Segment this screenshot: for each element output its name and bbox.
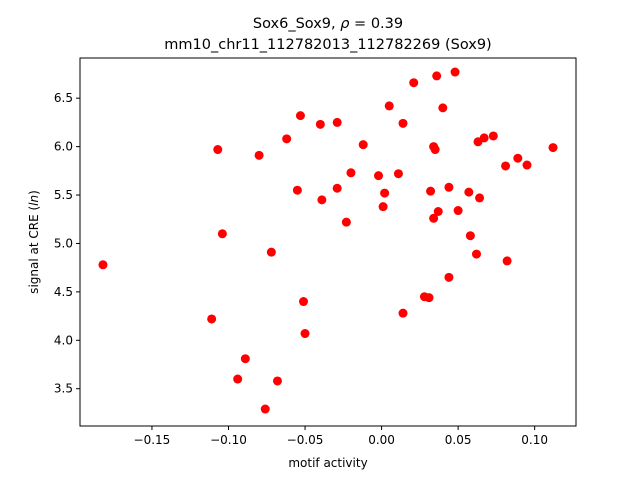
data-point bbox=[341, 217, 351, 227]
data-point bbox=[433, 206, 443, 216]
x-tick-label: −0.05 bbox=[287, 433, 324, 447]
data-point bbox=[213, 145, 223, 155]
data-point bbox=[299, 297, 309, 307]
data-point bbox=[444, 182, 454, 192]
y-tick-label: 6.0 bbox=[54, 140, 73, 154]
data-point bbox=[207, 314, 217, 324]
x-tick-label: 0.10 bbox=[521, 433, 548, 447]
data-point bbox=[429, 213, 439, 223]
data-point bbox=[332, 117, 342, 127]
data-point bbox=[266, 247, 276, 257]
x-axis-label: motif activity bbox=[288, 456, 367, 470]
data-point bbox=[475, 193, 485, 203]
y-tick-label: 6.5 bbox=[54, 91, 73, 105]
data-point bbox=[464, 187, 474, 197]
data-point bbox=[424, 293, 434, 303]
data-point bbox=[453, 206, 463, 216]
y-tick-label: 4.5 bbox=[54, 285, 73, 299]
data-point bbox=[98, 260, 108, 270]
data-point bbox=[217, 229, 227, 239]
data-point bbox=[522, 160, 532, 170]
data-point bbox=[398, 308, 408, 318]
data-point bbox=[502, 256, 512, 266]
y-tick-label: 4.0 bbox=[54, 333, 73, 347]
y-tick-label: 5.5 bbox=[54, 188, 73, 202]
data-points bbox=[98, 67, 558, 414]
y-axis-label: signal at CRE (ln) bbox=[27, 190, 41, 294]
y-tick-label: 5.0 bbox=[54, 236, 73, 250]
data-point bbox=[430, 145, 440, 155]
data-point bbox=[548, 143, 558, 153]
y-tick-label: 3.5 bbox=[54, 382, 73, 396]
x-tick-label: 0.00 bbox=[368, 433, 395, 447]
data-point bbox=[233, 374, 243, 384]
data-point bbox=[317, 195, 327, 205]
axis-ticks: −0.15 −0.10 −0.05 0.00 0.05 0.10 3.5 4.0 4.5 5.0 5… bbox=[54, 91, 548, 447]
data-point bbox=[358, 140, 368, 150]
data-point bbox=[295, 111, 305, 121]
chart-title-line1: Sox6_Sox9, ρ = 0.39 bbox=[253, 16, 403, 32]
data-point bbox=[501, 161, 511, 171]
data-point bbox=[393, 169, 403, 179]
data-point bbox=[292, 185, 302, 195]
data-point bbox=[332, 183, 342, 193]
data-point bbox=[471, 249, 481, 259]
plot-frame bbox=[79, 57, 577, 427]
data-point bbox=[513, 153, 523, 163]
data-point bbox=[378, 202, 388, 212]
data-point bbox=[444, 272, 454, 282]
data-point bbox=[398, 118, 408, 128]
data-point bbox=[479, 133, 489, 143]
x-tick-label: −0.10 bbox=[210, 433, 247, 447]
data-point bbox=[282, 134, 292, 144]
data-point bbox=[488, 131, 498, 141]
data-point bbox=[254, 150, 264, 160]
data-point bbox=[300, 329, 310, 339]
data-point bbox=[450, 67, 460, 77]
data-point bbox=[346, 168, 356, 178]
data-point bbox=[240, 354, 250, 364]
data-point bbox=[438, 103, 448, 113]
data-point bbox=[380, 188, 390, 198]
x-tick-label: −0.15 bbox=[134, 433, 171, 447]
data-point bbox=[384, 101, 394, 111]
data-point bbox=[432, 71, 442, 81]
chart-title-line2: mm10_chr11_112782013_112782269 (Sox9) bbox=[164, 37, 491, 53]
data-point bbox=[465, 231, 475, 241]
x-tick-label: 0.05 bbox=[445, 433, 472, 447]
data-point bbox=[374, 171, 384, 181]
data-point bbox=[315, 119, 325, 129]
data-point bbox=[409, 78, 419, 88]
data-point bbox=[260, 404, 270, 414]
data-point bbox=[272, 376, 282, 386]
data-point bbox=[426, 186, 436, 196]
